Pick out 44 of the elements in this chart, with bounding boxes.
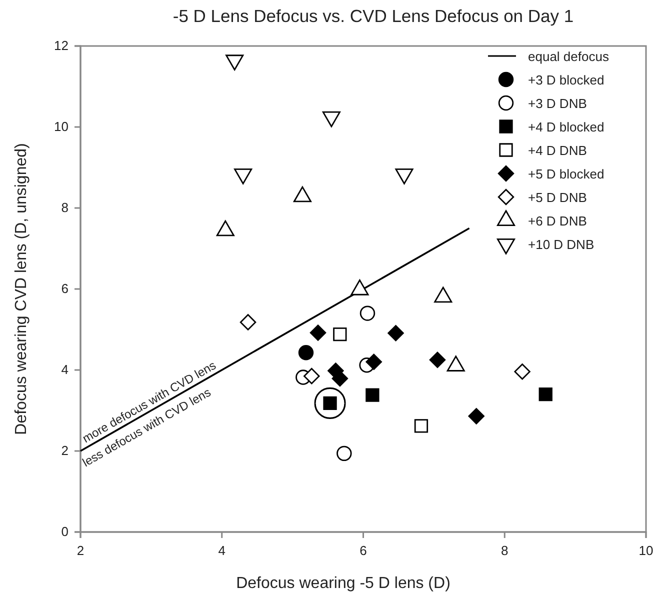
point [514, 364, 530, 380]
legend-label: +3 D blocked [528, 72, 604, 88]
y-tick-label: 12 [54, 38, 68, 54]
point [323, 396, 337, 410]
point [304, 368, 320, 384]
chart-title: -5 D Lens Defocus vs. CVD Lens Defocus on Day 1 [172, 6, 574, 26]
legend-label: +5 D DNB [528, 190, 587, 205]
legend-label: equal defocus [528, 49, 610, 64]
point [336, 446, 352, 462]
point [414, 419, 428, 433]
point [360, 306, 376, 321]
x-tick-label: 2 [76, 543, 84, 558]
point [468, 408, 484, 424]
y-tick-label: 8 [61, 200, 68, 216]
legend-label: +4 D blocked [528, 120, 604, 134]
legend-label: +10 D DNB [528, 237, 594, 252]
point [333, 328, 347, 342]
y-tick-label: 10 [54, 119, 68, 134]
point [388, 325, 404, 342]
point [234, 168, 252, 184]
point [298, 344, 314, 360]
y-axis-title: Defocus wearing CVD lens (D, unsigned) [13, 143, 30, 435]
x-tick-label: 4 [218, 543, 226, 558]
legend-label: +4 D DNB [528, 143, 587, 158]
point [240, 314, 256, 330]
legend-label: +5 D blocked [528, 166, 604, 182]
x-tick-label: 6 [360, 543, 367, 558]
point [366, 388, 380, 402]
x-axis-title: Defocus wearing -5 D lens (D) [236, 575, 450, 592]
point [395, 168, 414, 184]
y-tick-label: 6 [61, 281, 68, 296]
y-tick-label: 4 [61, 362, 68, 378]
point [366, 354, 382, 370]
legend-label: +6 D DNB [528, 214, 587, 228]
y-tick-label: 2 [61, 443, 68, 458]
point [226, 54, 244, 70]
x-tick-label: 10 [638, 543, 653, 558]
x-tick-label: 8 [501, 543, 508, 558]
point [538, 387, 552, 402]
point [322, 111, 340, 128]
y-tick-label: 0 [61, 524, 68, 540]
point [310, 324, 326, 341]
point [429, 352, 446, 368]
legend-label: +3 D DNB [528, 96, 587, 111]
